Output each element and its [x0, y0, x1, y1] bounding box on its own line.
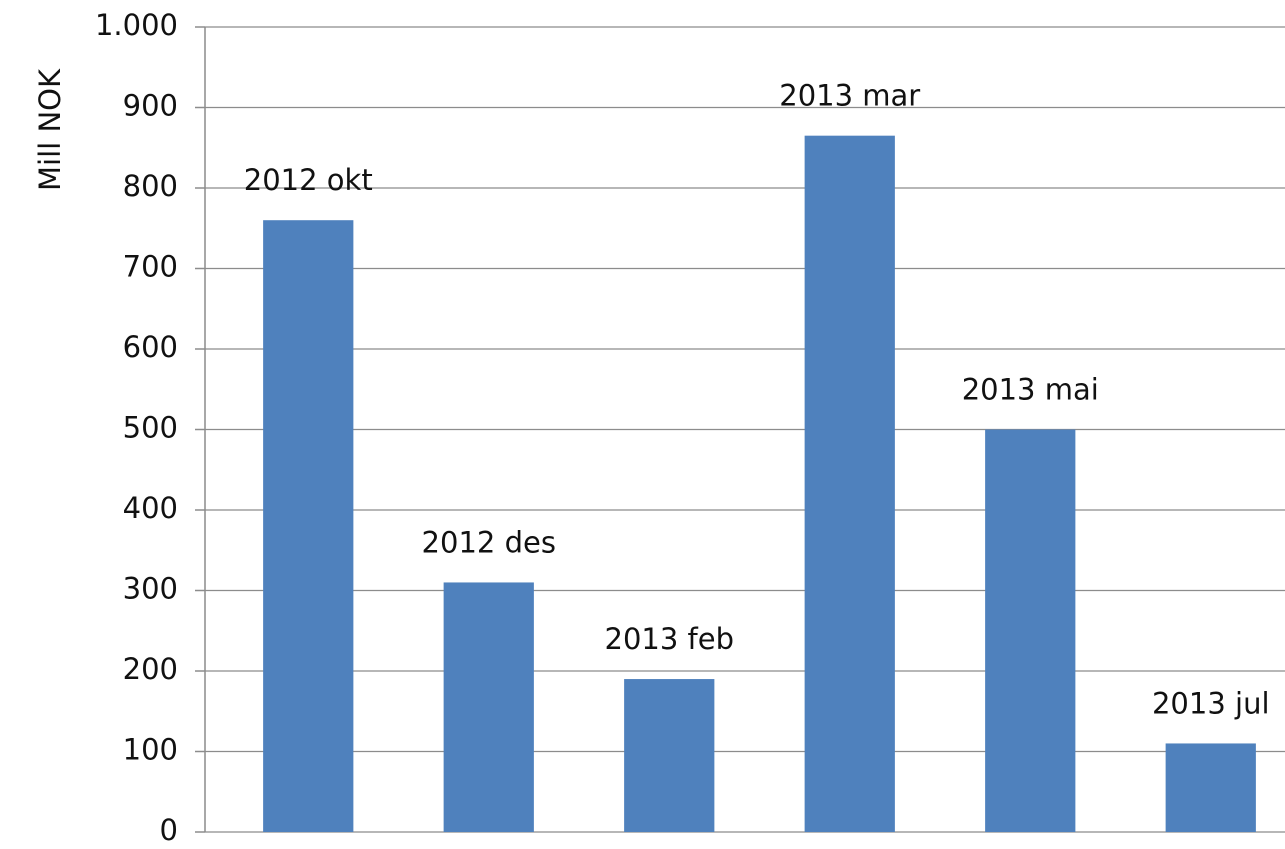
- category-label: 2012 okt: [244, 163, 373, 197]
- y-tick-label: 200: [123, 652, 178, 686]
- y-tick-label: 1.000: [95, 8, 178, 42]
- bar: [804, 135, 895, 833]
- y-tick-label: 400: [123, 491, 178, 525]
- y-tick-label: 500: [123, 411, 178, 445]
- y-tick-label: 600: [123, 330, 178, 364]
- category-label: 2013 mar: [779, 79, 920, 113]
- category-label: 2013 jul: [1152, 686, 1270, 720]
- bar: [985, 429, 1076, 832]
- y-tick-label: 300: [123, 572, 178, 606]
- category-label: 2013 feb: [605, 622, 734, 656]
- y-tick-label: 800: [123, 169, 178, 203]
- bar: [624, 679, 715, 832]
- y-tick-label: 0: [160, 813, 178, 847]
- bar: [263, 220, 354, 832]
- category-label: 2013 mai: [962, 373, 1099, 407]
- y-tick-label: 900: [123, 89, 178, 123]
- y-tick-label: 700: [123, 250, 178, 284]
- y-tick-label: 100: [123, 733, 178, 767]
- y-axis-title: Mill NOK: [33, 68, 67, 191]
- bar: [1165, 743, 1256, 832]
- bar: [443, 582, 534, 832]
- category-label: 2012 des: [422, 525, 556, 559]
